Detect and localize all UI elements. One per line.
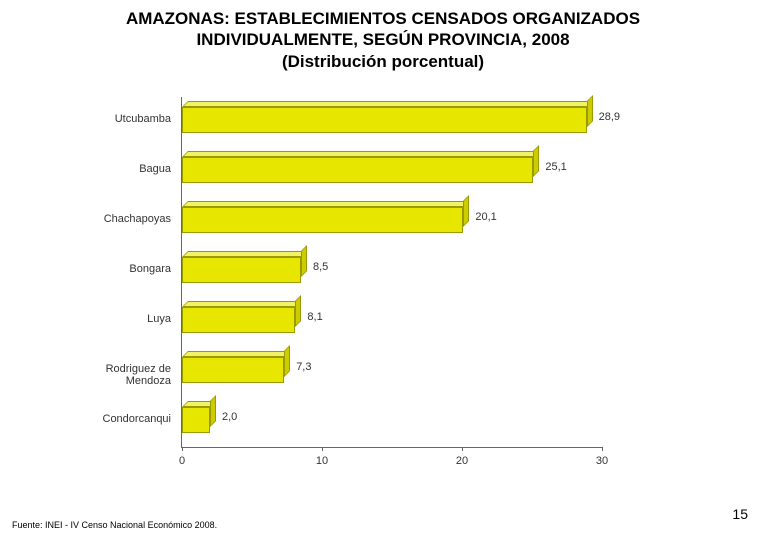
- x-tick: [602, 447, 603, 451]
- category-label: Luya: [61, 313, 171, 326]
- category-label: Bongara: [61, 263, 171, 276]
- bar-side: [295, 295, 301, 327]
- page-number: 15: [732, 506, 748, 522]
- x-tick: [462, 447, 463, 451]
- title-line-3: (Distribución porcentual): [60, 51, 706, 72]
- x-tick: [322, 447, 323, 451]
- bar-top: [182, 201, 469, 207]
- chart-container: 0 10 20 30 28,9 25,1 20,1 8,5 8,1 7,3 2,0 Utcubamb…: [60, 86, 622, 488]
- value-label: 25,1: [545, 161, 566, 173]
- value-label: 2,0: [222, 411, 237, 423]
- chart-title: AMAZONAS: ESTABLECIMIENTOS CENSADOS ORGA…: [0, 0, 766, 72]
- value-label: 20,1: [475, 211, 496, 223]
- bar-top: [182, 151, 539, 157]
- bar-front: [182, 207, 463, 233]
- bar-front: [182, 257, 301, 283]
- category-label: Chachapoyas: [61, 213, 171, 226]
- value-label: 8,5: [313, 261, 328, 273]
- x-tick-label: 20: [456, 455, 468, 467]
- title-line-2: INDIVIDUALMENTE, SEGÚN PROVINCIA, 2008: [60, 29, 706, 50]
- bar-front: [182, 357, 284, 383]
- bar-side: [463, 195, 469, 227]
- bar-side: [284, 345, 290, 377]
- value-label: 7,3: [296, 361, 311, 373]
- bar-top: [182, 351, 290, 357]
- category-label: Rodriguez de Mendoza: [61, 363, 171, 388]
- x-tick-label: 0: [179, 455, 185, 467]
- x-tick-label: 10: [316, 455, 328, 467]
- category-label: Condorcanqui: [61, 413, 171, 426]
- category-label: Utcubamba: [61, 113, 171, 126]
- bar-side: [301, 245, 307, 277]
- category-label: Bagua: [61, 163, 171, 176]
- x-tick-label: 30: [596, 455, 608, 467]
- bar-side: [587, 95, 593, 127]
- bar-front: [182, 407, 210, 433]
- value-label: 28,9: [599, 111, 620, 123]
- value-label: 8,1: [307, 311, 322, 323]
- source-note: Fuente: INEI - IV Censo Nacional Económi…: [12, 520, 217, 530]
- bar-front: [182, 107, 587, 133]
- bar-top: [182, 251, 307, 257]
- plot-area: 010203028,925,120,18,58,17,32,0: [181, 97, 602, 448]
- title-line-1: AMAZONAS: ESTABLECIMIENTOS CENSADOS ORGA…: [60, 8, 706, 29]
- bar-top: [182, 301, 301, 307]
- bar-front: [182, 157, 533, 183]
- bar-side: [210, 395, 216, 427]
- bar-side: [533, 145, 539, 177]
- bar-front: [182, 307, 295, 333]
- bar-top: [182, 101, 593, 107]
- x-tick: [182, 447, 183, 451]
